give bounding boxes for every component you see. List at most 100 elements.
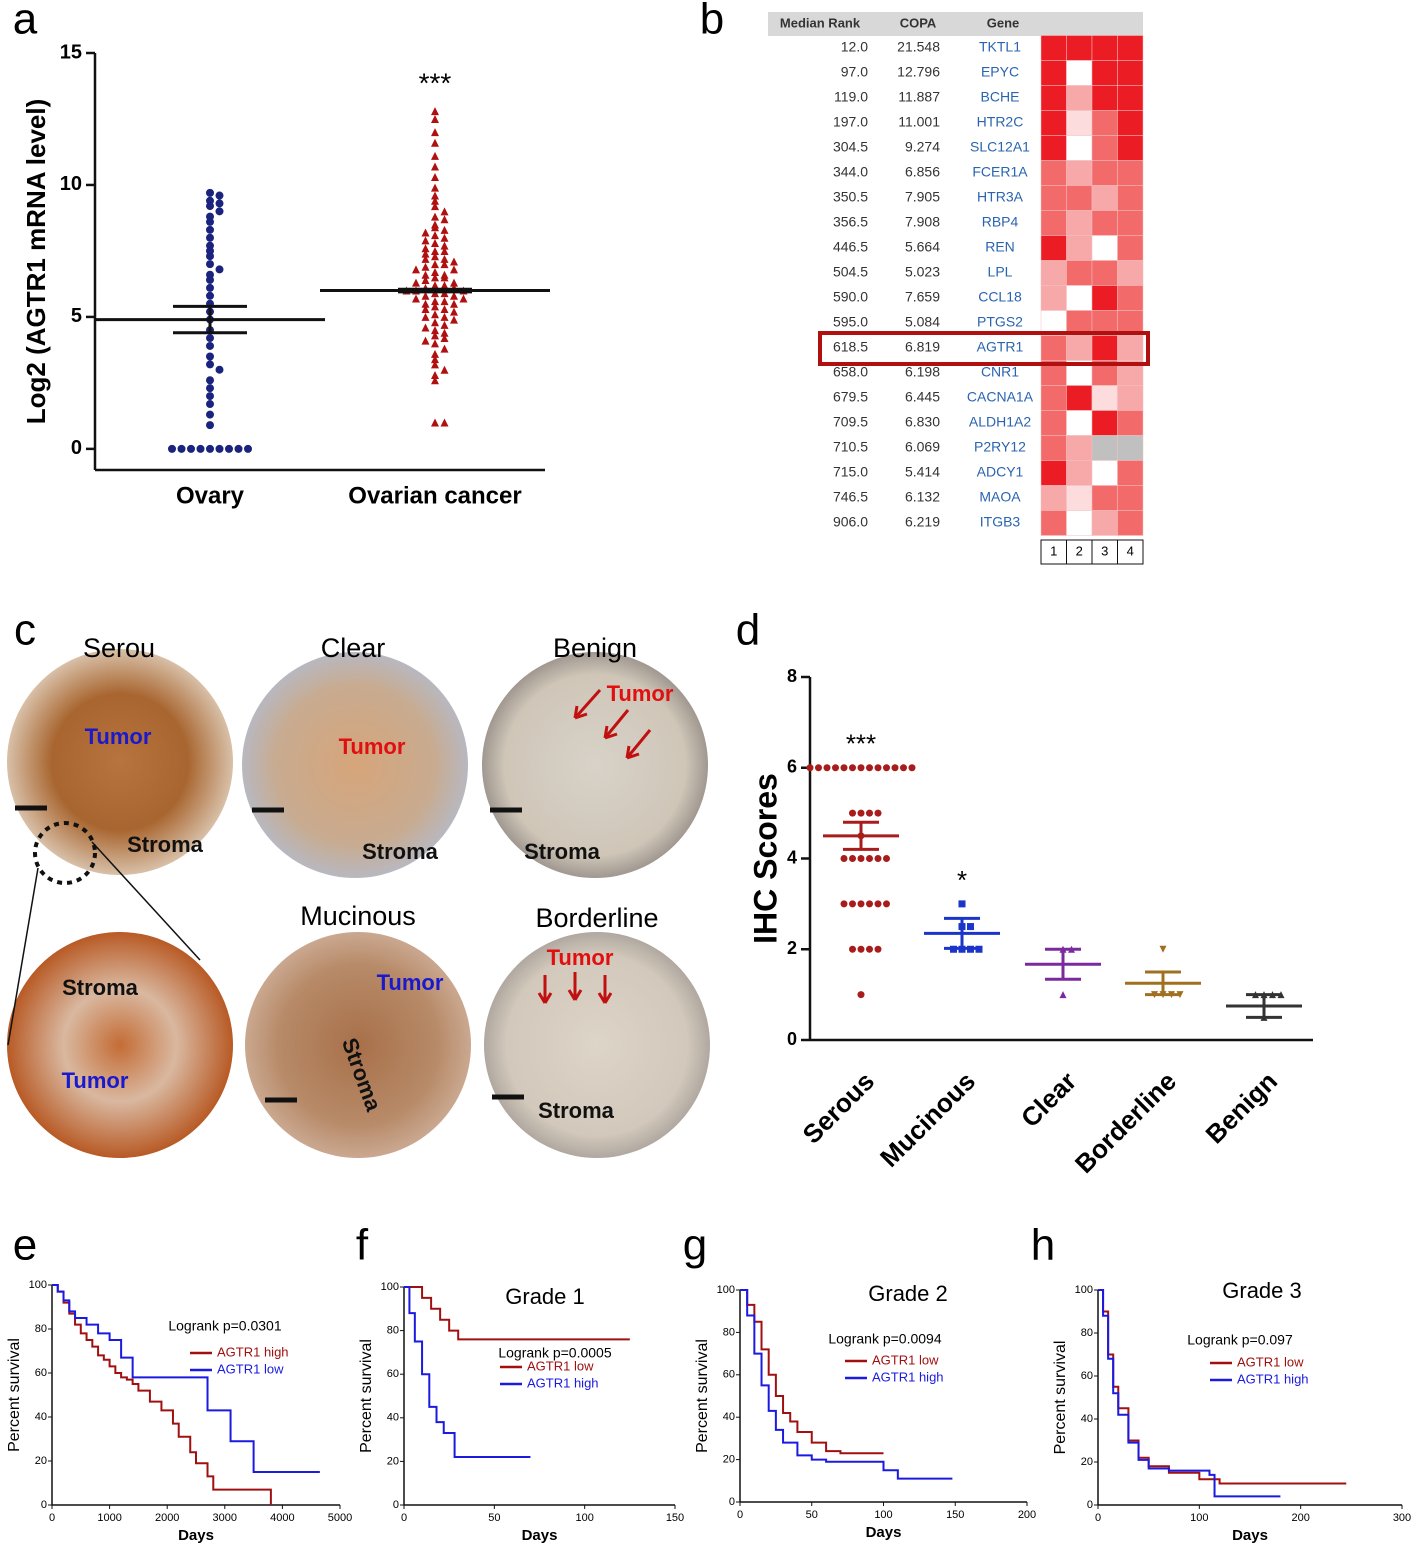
panel-letter: c — [14, 606, 36, 655]
table-cell: FCER1A — [972, 164, 1028, 180]
y-tick-label: 80 — [387, 1325, 399, 1337]
table-cell: 446.5 — [833, 239, 868, 255]
x-tick-label: Serous — [797, 1066, 881, 1150]
point — [823, 764, 831, 772]
point — [206, 188, 214, 197]
point — [215, 191, 224, 200]
point — [891, 764, 899, 772]
table-cell: SLC12A1 — [970, 139, 1030, 155]
point — [431, 246, 439, 255]
y-tick-label: 15 — [60, 41, 82, 63]
point — [431, 231, 439, 240]
y-tick-label: 4 — [787, 847, 797, 867]
x-tick-label: 0 — [737, 1509, 743, 1521]
table-cell: 709.5 — [833, 414, 868, 430]
heat-cell — [1066, 85, 1093, 111]
point — [866, 900, 873, 908]
heat-cell — [1091, 460, 1118, 486]
table-cell: REN — [985, 239, 1015, 255]
table-cell: 356.5 — [833, 214, 868, 230]
image-label: Stroma — [524, 839, 601, 864]
point — [206, 360, 214, 369]
table-cell: ALDH1A2 — [969, 414, 1031, 430]
point — [206, 410, 214, 419]
point — [421, 236, 430, 245]
y-tick-label: 0 — [71, 437, 82, 459]
point — [440, 241, 449, 250]
x-tick-label: 1000 — [97, 1512, 121, 1524]
image-title: Borderline — [535, 903, 658, 933]
legend-label: AGTR1 high — [217, 1344, 289, 1359]
image-label: Tumor — [62, 1068, 129, 1093]
y-tick-label: 0 — [787, 1029, 797, 1049]
point — [225, 444, 233, 453]
heat-cell — [1040, 485, 1067, 511]
legend-label: AGTR1 high — [1237, 1371, 1309, 1386]
table-cell: 344.0 — [833, 164, 868, 180]
point — [431, 191, 439, 200]
table-cell: 7.905 — [905, 189, 940, 205]
legend-label: AGTR1 low — [1237, 1354, 1304, 1369]
point — [431, 268, 439, 277]
heat-cell — [1040, 85, 1067, 111]
y-tick-label: 60 — [387, 1368, 399, 1380]
survival-line — [1098, 1289, 1347, 1485]
y-tick-label: 20 — [35, 1455, 47, 1467]
image-label: Tumor — [547, 945, 614, 970]
image-label: Tumor — [339, 734, 406, 759]
ihc-image — [7, 649, 233, 875]
point — [431, 138, 439, 147]
table-cell: HTR3A — [977, 189, 1024, 205]
table-cell: AGTR1 — [977, 339, 1024, 355]
image-label: Stroma — [538, 1098, 615, 1123]
point — [431, 260, 439, 269]
x-tick-label: 150 — [946, 1509, 964, 1521]
point — [440, 365, 449, 374]
x-tick-label: Ovarian cancer — [348, 482, 521, 509]
table-cell: 5.664 — [905, 239, 940, 255]
table-cell: 595.0 — [833, 314, 868, 330]
point — [840, 900, 848, 908]
y-tick-label: 100 — [381, 1281, 399, 1293]
heat-cell — [1066, 260, 1093, 286]
image-label: Tumor — [607, 681, 674, 706]
x-tick-label: 0 — [401, 1512, 407, 1524]
heat-cell — [1066, 35, 1093, 61]
point — [874, 809, 882, 817]
y-tick-label: 100 — [1075, 1284, 1093, 1296]
table-cell: HTR2C — [977, 114, 1024, 130]
x-axis-title: Days — [522, 1527, 558, 1544]
heat-cell — [1040, 60, 1067, 86]
point — [215, 365, 224, 374]
point — [431, 162, 439, 171]
image-label: Stroma — [62, 975, 139, 1000]
heat-cell — [1040, 385, 1067, 411]
column-box — [1066, 539, 1093, 565]
heat-cell — [1040, 160, 1067, 186]
table-cell: 12.0 — [841, 39, 868, 55]
column-box — [1117, 539, 1144, 565]
table-cell: 5.414 — [905, 464, 940, 480]
heat-cell — [1040, 185, 1067, 211]
point — [908, 764, 916, 772]
table-cell: BCHE — [981, 89, 1020, 105]
annotation: Logrank p=0.097 — [1187, 1332, 1293, 1348]
heat-cell — [1117, 385, 1144, 411]
annotation: Logrank p=0.0005 — [498, 1345, 611, 1361]
point — [883, 900, 890, 908]
heat-cell — [1117, 160, 1144, 186]
y-tick-label: 6 — [787, 757, 797, 777]
table-cell: 119.0 — [834, 89, 868, 105]
point — [450, 315, 458, 324]
y-tick-label: 60 — [723, 1369, 735, 1381]
ihc-image — [242, 652, 468, 878]
zoom-line — [91, 841, 201, 961]
image-label: Tumor — [377, 970, 444, 995]
table-cell: ADCY1 — [977, 464, 1024, 480]
point — [206, 352, 214, 361]
table-cell: CCL18 — [978, 289, 1022, 305]
heat-cell — [1117, 510, 1144, 536]
point — [857, 991, 865, 999]
x-axis-title: Days — [866, 1524, 902, 1541]
